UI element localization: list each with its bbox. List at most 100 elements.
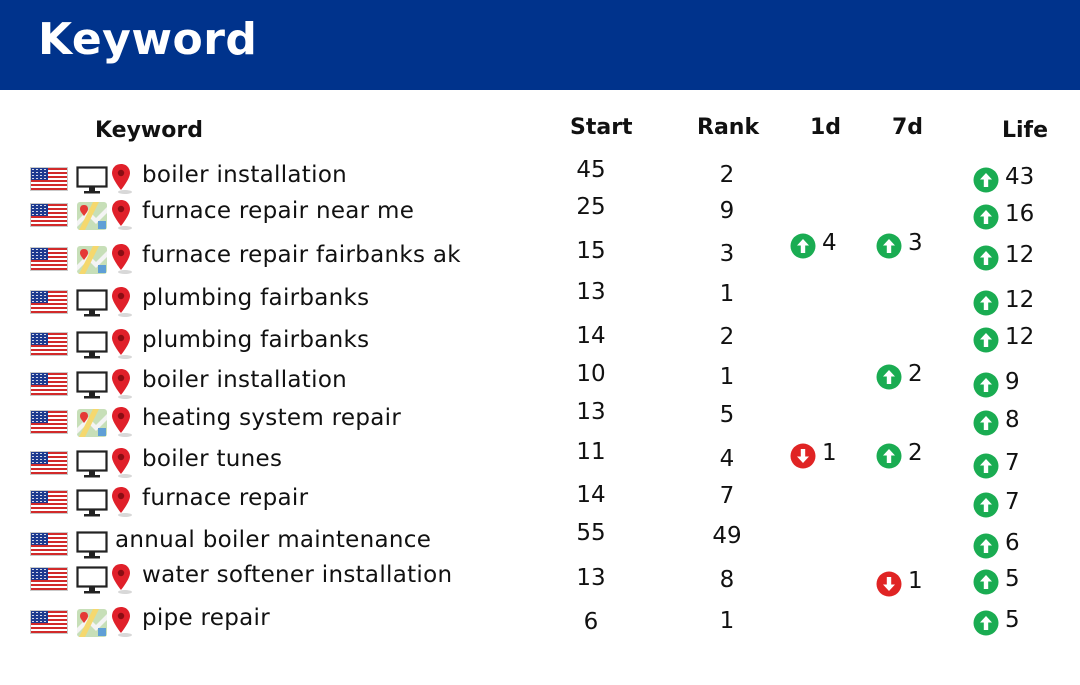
us-flag-icon (30, 410, 68, 434)
arrow-up-icon (973, 610, 999, 636)
arrow-up-icon (973, 327, 999, 353)
table-row[interactable]: plumbing fairbanks 13 1 12 (0, 279, 1080, 325)
start-value: 15 (576, 238, 606, 264)
table-row[interactable]: boiler tunes 11 4 1 2 7 (0, 439, 1080, 486)
table-row[interactable]: heating system repair 13 5 8 (0, 399, 1080, 445)
life-change-value: 5 (1005, 607, 1020, 633)
column-header-start: Start (570, 115, 633, 140)
start-value: 10 (576, 361, 606, 387)
start-value: 45 (576, 157, 606, 183)
map-pin-icon (112, 244, 132, 274)
table-row[interactable]: pipe repair 6 1 5 (0, 605, 1080, 645)
map-icon (77, 202, 107, 230)
table-row[interactable]: furnace repair near me 25 9 4 3 16 (0, 194, 1080, 259)
table-row[interactable]: boiler installation 45 2 43 (0, 157, 1080, 202)
keyword-text: annual boiler maintenance (115, 527, 432, 553)
rank-value: 1 (719, 281, 735, 307)
arrow-up-icon (973, 204, 999, 230)
keyword-text: boiler installation (142, 162, 348, 188)
arrow-up-icon (876, 364, 902, 390)
map-pin-icon (112, 200, 132, 230)
map-pin-icon (112, 369, 132, 399)
arrow-up-icon (973, 569, 999, 595)
column-header-rank: Rank (697, 115, 760, 140)
life-change-value: 9 (1005, 369, 1020, 395)
keyword-text: furnace repair (142, 485, 309, 511)
start-value: 14 (576, 323, 606, 349)
life-change-value: 12 (1005, 324, 1035, 350)
start-value: 13 (576, 399, 606, 425)
arrow-up-icon (973, 453, 999, 479)
table-row[interactable]: boiler installation 10 1 2 9 (0, 361, 1080, 407)
page-title: Keyword (38, 14, 258, 65)
map-pin-icon (112, 407, 132, 437)
map-icon (77, 409, 107, 437)
d1-change-value: 1 (822, 440, 837, 466)
life-change-value: 8 (1005, 407, 1020, 433)
table-row[interactable]: furnace repair 14 7 7 (0, 482, 1080, 525)
start-value: 55 (576, 520, 606, 546)
us-flag-icon (30, 490, 68, 514)
us-flag-icon (30, 372, 68, 396)
column-header-1d: 1d (810, 115, 842, 140)
us-flag-icon (30, 451, 68, 475)
desktop-icon (76, 289, 108, 317)
arrow-down-icon (876, 571, 902, 597)
keyword-text: plumbing fairbanks (142, 285, 370, 311)
keyword-text: plumbing fairbanks (142, 327, 370, 353)
map-pin-icon (112, 287, 132, 317)
table-row[interactable]: water softener installation 13 8 1 5 (0, 562, 1080, 602)
start-value: 25 (576, 194, 606, 220)
rank-value: 1 (719, 608, 735, 634)
us-flag-icon (30, 610, 68, 634)
life-change-value: 5 (1005, 566, 1020, 592)
us-flag-icon (30, 203, 68, 227)
rank-value: 49 (712, 523, 742, 549)
arrow-up-icon (790, 233, 816, 259)
desktop-icon (76, 331, 108, 359)
table-row[interactable]: plumbing fairbanks 14 2 12 (0, 323, 1080, 367)
d7-change-value: 2 (908, 361, 923, 387)
map-pin-icon (112, 164, 132, 194)
us-flag-icon (30, 532, 68, 556)
keyword-text: furnace repair fairbanks ak (142, 242, 461, 268)
rank-value: 1 (719, 364, 735, 390)
rank-value: 3 (719, 241, 735, 267)
column-header-7d: 7d (892, 115, 924, 140)
us-flag-icon (30, 290, 68, 314)
start-value: 6 (583, 609, 599, 635)
arrow-up-icon (973, 372, 999, 398)
life-change-value: 16 (1005, 201, 1035, 227)
arrow-down-icon (790, 443, 816, 469)
desktop-icon (76, 371, 108, 399)
map-pin-icon (112, 448, 132, 478)
desktop-icon (76, 450, 108, 478)
map-pin-icon (112, 329, 132, 359)
life-change-value: 7 (1005, 450, 1020, 476)
map-pin-icon (112, 607, 132, 637)
us-flag-icon (30, 332, 68, 356)
column-header-life: Life (1002, 118, 1049, 143)
map-pin-icon (112, 487, 132, 517)
d7-change-value: 1 (908, 568, 923, 594)
rank-value: 2 (719, 324, 735, 350)
arrow-up-icon (973, 533, 999, 559)
arrow-up-icon (973, 245, 999, 271)
keyword-text: pipe repair (142, 605, 270, 631)
table-row[interactable]: furnace repair fairbanks ak 15 3 12 (0, 238, 1080, 282)
map-icon (77, 609, 107, 637)
desktop-icon (76, 566, 108, 594)
life-change-value: 12 (1005, 287, 1035, 313)
rank-value: 7 (719, 483, 735, 509)
keyword-text: boiler installation (142, 367, 348, 393)
us-flag-icon (30, 567, 68, 591)
start-value: 11 (576, 439, 606, 465)
table-row[interactable]: annual boiler maintenance 55 49 6 (0, 520, 1080, 567)
rank-value: 9 (719, 198, 735, 224)
arrow-up-icon (973, 167, 999, 193)
life-change-value: 12 (1005, 242, 1035, 268)
d7-change-value: 3 (908, 230, 923, 256)
keyword-text: heating system repair (142, 405, 402, 431)
arrow-up-icon (876, 443, 902, 469)
life-change-value: 7 (1005, 489, 1020, 515)
